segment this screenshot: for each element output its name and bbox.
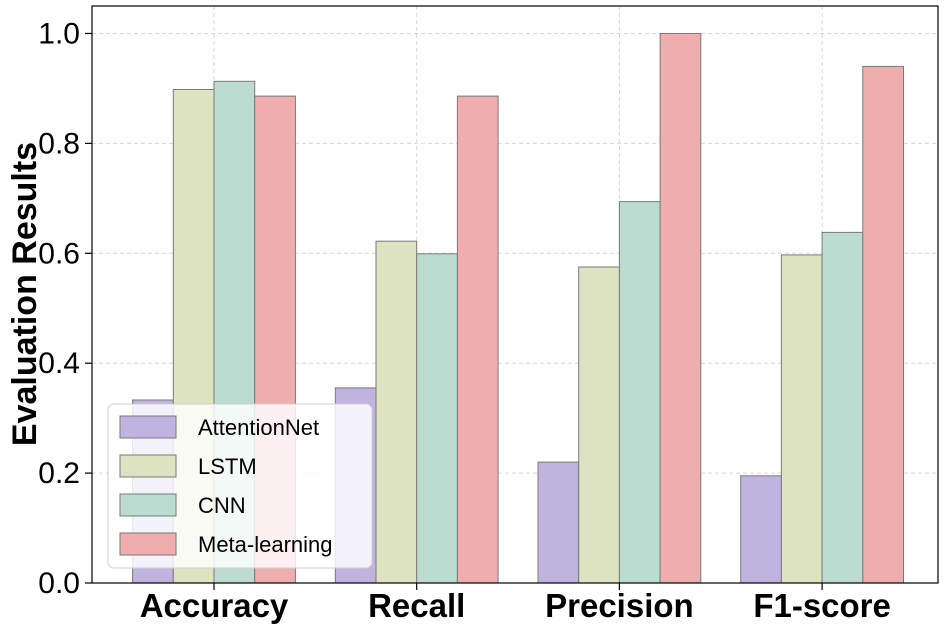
bar-lstm-recall (375, 240, 418, 584)
x-tick-label: Precision (545, 587, 694, 624)
legend-label: Meta-learning (198, 532, 333, 557)
y-tick-label: 0.2 (38, 457, 80, 490)
y-tick-label: 0.4 (38, 347, 80, 380)
bar-meta-learning-f1-score (862, 65, 904, 584)
legend-label: AttentionNet (198, 415, 319, 440)
plot-frame (91, 5, 939, 584)
bar-meta-learning-precision (659, 33, 702, 584)
x-tick-label: Accuracy (140, 587, 289, 624)
y-axis-ticks: 0.0 0.2 0.4 0.6 0.8 1.0 (38, 17, 92, 600)
legend-swatch (119, 415, 177, 439)
y-tick-label: 0.0 (38, 567, 80, 600)
bar-cnn-precision (618, 201, 661, 584)
bar-attentionnet-f1-score (740, 475, 782, 584)
legend-label: LSTM (198, 454, 257, 479)
legend-swatch (119, 493, 177, 517)
y-tick-label: 1.0 (38, 17, 80, 50)
y-tick-label: 0.8 (38, 127, 80, 160)
bar-attentionnet-precision (537, 461, 580, 584)
x-tick-label: F1-score (753, 587, 891, 624)
bar-lstm-f1-score (780, 254, 823, 584)
x-axis-ticks: Accuracy Recall Precision F1-score (140, 583, 891, 624)
y-axis-title: Evaluation Results (6, 142, 44, 446)
legend: AttentionNet LSTM CNN Meta-learning (107, 403, 373, 569)
y-tick-label: 0.6 (38, 237, 80, 270)
legend-box (107, 403, 373, 569)
legend-label: CNN (198, 493, 246, 518)
bar-cnn-f1-score (821, 231, 864, 584)
bar-lstm-precision (578, 266, 620, 584)
legend-swatch (119, 454, 177, 478)
bar-cnn-recall (416, 253, 458, 584)
legend-swatch (119, 532, 177, 556)
x-tick-label: Recall (368, 587, 465, 624)
bar-meta-learning-recall (456, 95, 499, 584)
